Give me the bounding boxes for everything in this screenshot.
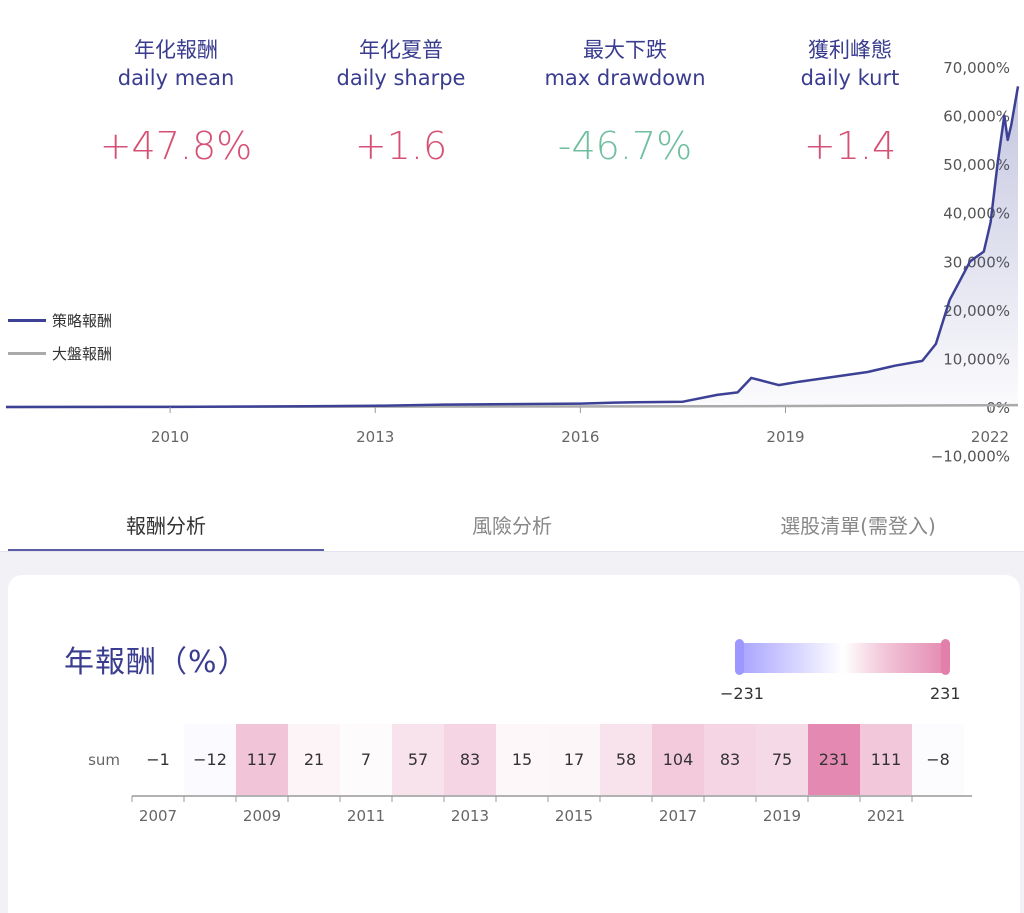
stat-zh-label: 年化報酬 (134, 38, 218, 62)
heatmap-cell[interactable] (236, 724, 288, 795)
heatmap-cell-value: 104 (663, 750, 694, 769)
tab-risk-analysis[interactable]: 風險分析 (472, 514, 552, 538)
heatmap-cell[interactable] (704, 724, 756, 795)
x-tick-label: 2010 (151, 428, 189, 446)
tab-return-analysis[interactable]: 報酬分析 (126, 514, 206, 538)
heatmap-cell-value: 7 (361, 750, 371, 769)
year-tick-label: 2019 (763, 807, 801, 825)
year-tick-label: 2011 (347, 807, 385, 825)
heatmap-cell-value: 83 (720, 750, 740, 769)
heatmap-cell-value: 231 (819, 750, 850, 769)
stat-zh-label: 獲利峰態 (808, 38, 892, 62)
heatmap-cell-value: 21 (304, 750, 324, 769)
x-tick-label: 2016 (561, 428, 599, 446)
heatmap-cell-value: −8 (926, 750, 950, 769)
stat-value: +1.4 (803, 124, 897, 168)
year-tick-label: 2013 (451, 807, 489, 825)
stat-max-drawdown: 最大下跌 max drawdown -46.7% (525, 36, 725, 168)
heatmap-cell[interactable] (756, 724, 808, 795)
heatmap-cell[interactable] (132, 724, 184, 795)
heatmap-cell[interactable] (912, 724, 964, 795)
y-tick-label: 70,000% (943, 59, 1010, 77)
cumulative-return-chart: 70,000%60,000%50,000%40,000%30,000%20,00… (5, 59, 1020, 466)
y-tick-label: −10,000% (931, 448, 1010, 466)
heatmap-cell-value: −1 (146, 750, 170, 769)
stat-en-label: daily kurt (800, 66, 900, 90)
stat-zh-label: 最大下跌 (583, 38, 667, 62)
year-tick-label: 2017 (659, 807, 697, 825)
heatmap-cell[interactable] (444, 724, 496, 795)
stat-value: +1.6 (354, 124, 448, 168)
legend-strategy[interactable]: 策略報酬 (8, 310, 112, 331)
heatmap-cell[interactable] (496, 724, 548, 795)
heatmap-cell[interactable] (340, 724, 392, 795)
legend-swatch (8, 319, 46, 322)
scale-min-label: −231 (720, 684, 764, 703)
scale-min-handle[interactable] (735, 639, 744, 675)
heatmap-cell-value: 117 (247, 750, 278, 769)
legend-benchmark[interactable]: 大盤報酬 (8, 343, 112, 364)
year-tick-label: 2015 (555, 807, 593, 825)
heatmap-cell-value: 83 (460, 750, 480, 769)
stat-zh-label: 年化夏普 (359, 38, 443, 62)
year-tick-label: 2009 (243, 807, 281, 825)
performance-summary: 70,000%60,000%50,000%40,000%30,000%20,00… (0, 0, 1024, 500)
color-scale-bar (740, 643, 946, 673)
x-tick-label: 2013 (356, 428, 394, 446)
heatmap-cell-value: 75 (772, 750, 792, 769)
stat-daily-sharpe: 年化夏普 daily sharpe +1.6 (301, 36, 501, 168)
heatmap-cell[interactable] (548, 724, 600, 795)
scale-max-label: 231 (930, 684, 961, 703)
heatmap-cell[interactable] (860, 724, 912, 795)
y-tick-label: 50,000% (943, 156, 1010, 174)
stat-en-label: max drawdown (544, 66, 706, 90)
stat-en-label: daily sharpe (336, 66, 466, 90)
analysis-tabs: 報酬分析 風險分析 選股清單(需登入) (0, 500, 1024, 552)
year-tick-label: 2007 (139, 807, 177, 825)
legend-label: 策略報酬 (52, 312, 113, 330)
y-tick-label: 60,000% (943, 108, 1010, 126)
legend-swatch (8, 352, 46, 355)
scale-max-handle[interactable] (941, 639, 950, 675)
stat-daily-kurt: 獲利峰態 daily kurt +1.4 (750, 36, 950, 168)
row-label: sum (88, 751, 120, 769)
heatmap-cell[interactable] (288, 724, 340, 795)
stat-en-label: daily mean (117, 66, 235, 90)
strategy-line (5, 86, 1020, 409)
year-tick-label: 2021 (867, 807, 905, 825)
heatmap-cell[interactable] (600, 724, 652, 795)
heatmap-cell-value: 17 (564, 750, 584, 769)
stat-daily-mean: 年化報酬 daily mean +47.8% (76, 36, 276, 168)
annual-return-title: 年報酬（%） (64, 645, 249, 680)
tab-stock-list[interactable]: 選股清單(需登入) (780, 514, 936, 538)
heatmap-cell-value: −12 (193, 750, 227, 769)
heatmap-cell-value: 111 (871, 750, 902, 769)
heatmap-cell[interactable] (808, 724, 860, 795)
heatmap-cell[interactable] (392, 724, 444, 795)
strategy-area (6, 86, 1018, 408)
x-tick-label: 2022 (971, 428, 1009, 446)
heatmap-cell-value: 15 (512, 750, 532, 769)
heatmap-cell-value: 57 (408, 750, 428, 769)
annual-return-card: 年報酬（%） −231 231 sum −1 −12 117 21 7 57 83 15 17 58… (8, 575, 1020, 913)
annual-return-heatmap: sum −1 −12 117 21 7 57 83 15 17 58 104 83 75 231 111 −8 2… (88, 724, 972, 825)
active-tab-indicator (8, 549, 324, 551)
stat-value: +47.8% (99, 124, 253, 168)
heatmap-cell[interactable] (652, 724, 704, 795)
x-tick-label: 2019 (766, 428, 804, 446)
heatmap-cell[interactable] (184, 724, 236, 795)
stat-value: -46.7% (557, 124, 693, 168)
tabs-divider (0, 551, 1024, 552)
heatmap-cell-value: 58 (616, 750, 636, 769)
legend-label: 大盤報酬 (52, 345, 113, 363)
